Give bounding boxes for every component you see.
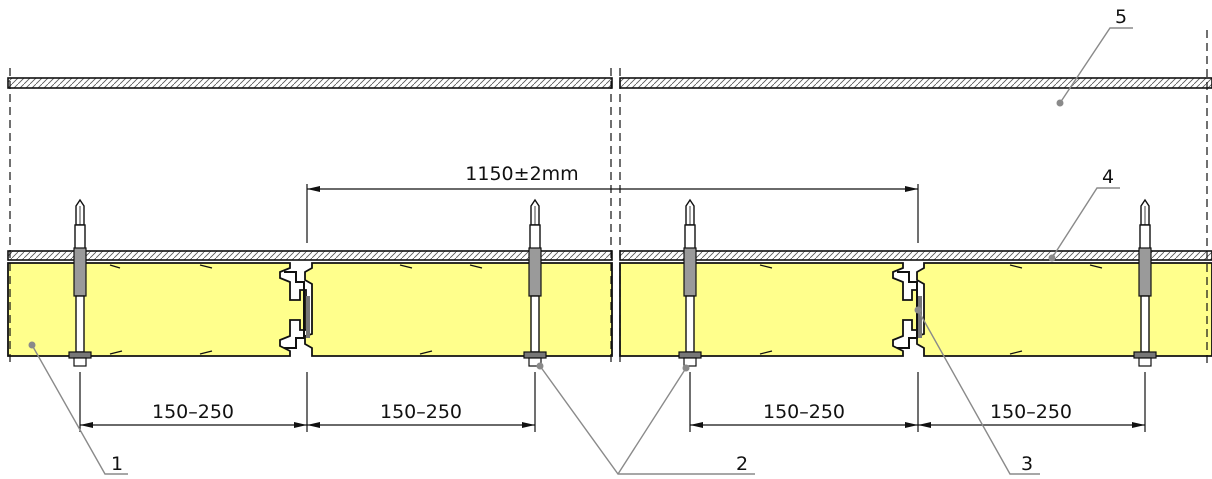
insulation-panel (304, 262, 613, 357)
insulation-panel (619, 262, 918, 357)
spacing-label: 150–250 (763, 401, 845, 423)
callout-label-1: 1 (111, 453, 123, 475)
overall-dimension-label: 1150±2mm (465, 163, 578, 185)
fastener (523, 198, 547, 367)
insulation-panel (7, 262, 307, 357)
callout-leaders (31, 27, 1133, 475)
spacing-label: 150–250 (152, 401, 234, 423)
fasteners (68, 198, 1157, 367)
fastener (68, 198, 92, 367)
callout-dots (28, 99, 1064, 372)
overall-dimension: 1150±2mm (306, 163, 919, 243)
callout-label-2: 2 (736, 453, 748, 475)
break-lines (9, 30, 1208, 366)
spacing-dimensions (79, 372, 1146, 432)
callout-label-4: 4 (1102, 166, 1114, 188)
callout-label-3: 3 (1021, 453, 1033, 475)
spacing-label: 150–250 (990, 401, 1072, 423)
insulation-panel (916, 262, 1212, 357)
fastener (1133, 198, 1157, 367)
callout-label-5: 5 (1115, 6, 1127, 28)
spacing-label: 150–250 (380, 401, 462, 423)
roof-sheet-top (7, 77, 1212, 89)
steel-facing-layer (7, 250, 1212, 261)
insulation-panels (7, 262, 1212, 357)
fastener (678, 198, 702, 367)
